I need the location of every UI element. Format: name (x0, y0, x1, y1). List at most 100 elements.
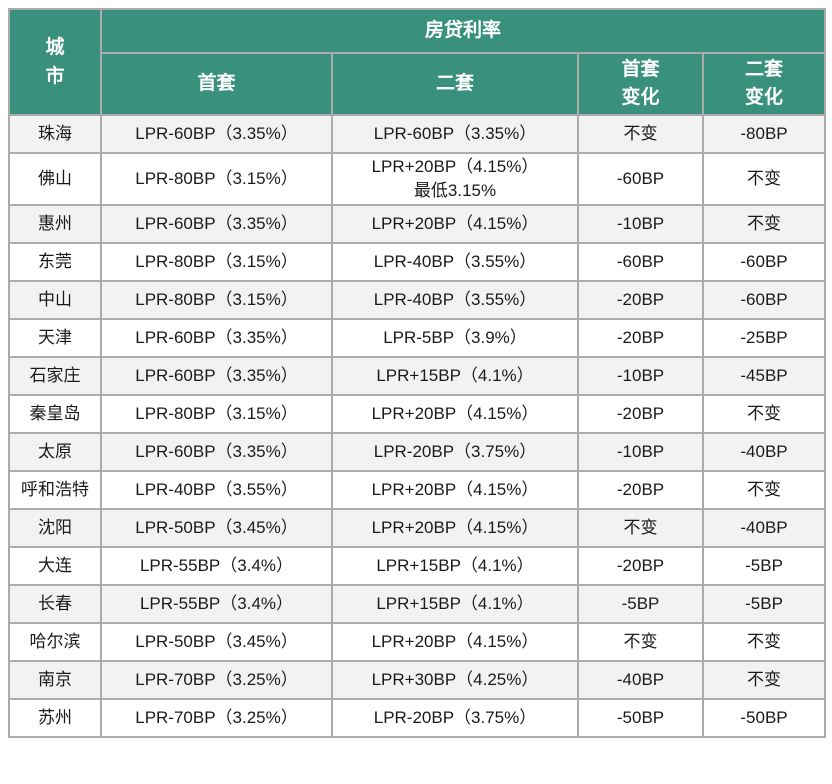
table-row: 石家庄 LPR-60BP（3.35%） LPR+15BP（4.1%） -10BP… (8, 356, 827, 397)
city-cell: 惠州 (8, 204, 102, 245)
city-cell: 东莞 (8, 242, 102, 283)
table-row: 哈尔滨 LPR-50BP（3.45%） LPR+20BP（4.15%） 不变 不… (8, 622, 827, 663)
second-home-change-cell: -40BP (701, 508, 827, 549)
city-cell: 石家庄 (8, 356, 102, 397)
second-home-change-cell: -80BP (701, 114, 827, 154)
city-cell: 呼和浩特 (8, 470, 102, 511)
header-mortgage-rate-group: 房贷利率 (99, 8, 827, 54)
first-home-rate-cell: LPR-50BP（3.45%） (100, 508, 333, 549)
city-cell: 苏州 (8, 698, 102, 739)
header-second-home: 二套 (331, 52, 579, 116)
first-home-change-cell: -50BP (577, 698, 704, 739)
table-row: 东莞 LPR-80BP（3.15%） LPR-40BP（3.55%） -60BP… (8, 242, 827, 283)
second-home-rate-cell: LPR+15BP（4.1%） (331, 584, 579, 625)
second-home-rate-cell: LPR+20BP（4.15%） (331, 470, 579, 511)
header-city: 城 市 (8, 8, 102, 116)
second-home-rate-cell: LPR+20BP（4.15%） (331, 204, 579, 245)
table-row: 佛山 LPR-80BP（3.15%） LPR+20BP（4.15%） 最低3.1… (8, 151, 827, 207)
first-home-change-cell: -10BP (577, 432, 704, 473)
city-cell: 珠海 (8, 114, 102, 154)
table-row: 呼和浩特 LPR-40BP（3.55%） LPR+20BP（4.15%） -20… (8, 470, 827, 511)
first-home-rate-cell: LPR-80BP（3.15%） (100, 280, 333, 321)
second-home-change-cell: -60BP (701, 242, 827, 283)
city-cell: 佛山 (8, 151, 102, 207)
city-cell: 天津 (8, 318, 102, 359)
first-home-rate-cell: LPR-60BP（3.35%） (100, 432, 333, 473)
first-home-change-cell: -40BP (577, 660, 704, 701)
second-home-change-cell: 不变 (701, 622, 827, 663)
first-home-rate-cell: LPR-80BP（3.15%） (100, 151, 333, 207)
second-home-rate-cell: LPR+20BP（4.15%） (331, 394, 579, 435)
table-row: 大连 LPR-55BP（3.4%） LPR+15BP（4.1%） -20BP -… (8, 546, 827, 587)
first-home-change-cell: -20BP (577, 280, 704, 321)
first-home-change-cell: -20BP (577, 318, 704, 359)
city-cell: 太原 (8, 432, 102, 473)
city-cell: 哈尔滨 (8, 622, 102, 663)
first-home-rate-cell: LPR-55BP（3.4%） (100, 584, 333, 625)
second-home-change-cell: -60BP (701, 280, 827, 321)
mortgage-rate-table: 城 市 房贷利率 首套 二套 首套 变化 二套 变化 珠海 LPR-60BP（3… (8, 8, 827, 739)
table-row: 惠州 LPR-60BP（3.35%） LPR+20BP（4.15%） -10BP… (8, 204, 827, 245)
header-row-sub: 首套 二套 首套 变化 二套 变化 (9, 52, 827, 116)
first-home-rate-cell: LPR-55BP（3.4%） (100, 546, 333, 587)
city-cell: 长春 (8, 584, 102, 625)
second-home-rate-cell: LPR+20BP（4.15%） (331, 508, 579, 549)
header-first-home: 首套 (100, 52, 333, 116)
second-home-rate-cell: LPR+15BP（4.1%） (331, 546, 579, 587)
second-home-rate-cell: LPR-20BP（3.75%） (331, 432, 579, 473)
second-home-change-cell: -45BP (701, 356, 827, 397)
table-row: 太原 LPR-60BP（3.35%） LPR-20BP（3.75%） -10BP… (8, 432, 827, 473)
table-row: 珠海 LPR-60BP（3.35%） LPR-60BP（3.35%） 不变 -8… (8, 114, 827, 154)
city-cell: 沈阳 (8, 508, 102, 549)
table-row: 天津 LPR-60BP（3.35%） LPR-5BP（3.9%） -20BP -… (8, 318, 827, 359)
table-header: 城 市 房贷利率 首套 二套 首套 变化 二套 变化 (8, 8, 827, 116)
first-home-change-cell: -20BP (577, 546, 704, 587)
city-cell: 中山 (8, 280, 102, 321)
first-home-change-cell: -20BP (577, 394, 704, 435)
second-home-rate-cell: LPR-60BP（3.35%） (331, 114, 579, 154)
table-row: 南京 LPR-70BP（3.25%） LPR+30BP（4.25%） -40BP… (8, 660, 827, 701)
first-home-change-cell: -60BP (577, 242, 704, 283)
city-cell: 秦皇岛 (8, 394, 102, 435)
second-home-rate-cell: LPR-40BP（3.55%） (331, 242, 579, 283)
second-home-change-cell: -25BP (701, 318, 827, 359)
first-home-rate-cell: LPR-80BP（3.15%） (100, 394, 333, 435)
second-home-rate-cell: LPR+20BP（4.15%） 最低3.15% (331, 151, 579, 207)
second-home-change-cell: -5BP (701, 546, 827, 587)
second-home-change-cell: 不变 (701, 470, 827, 511)
second-home-change-cell: 不变 (701, 394, 827, 435)
first-home-change-cell: -10BP (577, 356, 704, 397)
header-second-home-change: 二套 变化 (701, 52, 827, 116)
first-home-change-cell: -10BP (577, 204, 704, 245)
first-home-change-cell: 不变 (577, 622, 704, 663)
second-home-change-cell: -40BP (701, 432, 827, 473)
city-cell: 南京 (8, 660, 102, 701)
second-home-rate-cell: LPR+30BP（4.25%） (331, 660, 579, 701)
table-row: 秦皇岛 LPR-80BP（3.15%） LPR+20BP（4.15%） -20B… (8, 394, 827, 435)
first-home-change-cell: -5BP (577, 584, 704, 625)
second-home-rate-cell: LPR+15BP（4.1%） (331, 356, 579, 397)
first-home-rate-cell: LPR-60BP（3.35%） (100, 114, 333, 154)
second-home-rate-cell: LPR-20BP（3.75%） (331, 698, 579, 739)
first-home-rate-cell: LPR-70BP（3.25%） (100, 660, 333, 701)
first-home-rate-cell: LPR-50BP（3.45%） (100, 622, 333, 663)
table-row: 长春 LPR-55BP（3.4%） LPR+15BP（4.1%） -5BP -5… (8, 584, 827, 625)
first-home-change-cell: 不变 (577, 114, 704, 154)
second-home-change-cell: 不变 (701, 204, 827, 245)
table-row: 中山 LPR-80BP（3.15%） LPR-40BP（3.55%） -20BP… (8, 280, 827, 321)
second-home-rate-cell: LPR-40BP（3.55%） (331, 280, 579, 321)
table-row: 沈阳 LPR-50BP（3.45%） LPR+20BP（4.15%） 不变 -4… (8, 508, 827, 549)
second-home-change-cell: -5BP (701, 584, 827, 625)
second-home-change-cell: 不变 (701, 660, 827, 701)
first-home-rate-cell: LPR-60BP（3.35%） (100, 356, 333, 397)
header-first-home-change: 首套 变化 (577, 52, 704, 116)
second-home-rate-cell: LPR+20BP（4.15%） (331, 622, 579, 663)
header-row-top: 城 市 房贷利率 (8, 8, 827, 116)
second-home-change-cell: -50BP (701, 698, 827, 739)
second-home-change-cell: 不变 (701, 151, 827, 207)
first-home-change-cell: -60BP (577, 151, 704, 207)
table-body: 珠海 LPR-60BP（3.35%） LPR-60BP（3.35%） 不变 -8… (8, 114, 827, 739)
first-home-rate-cell: LPR-60BP（3.35%） (100, 204, 333, 245)
first-home-rate-cell: LPR-80BP（3.15%） (100, 242, 333, 283)
